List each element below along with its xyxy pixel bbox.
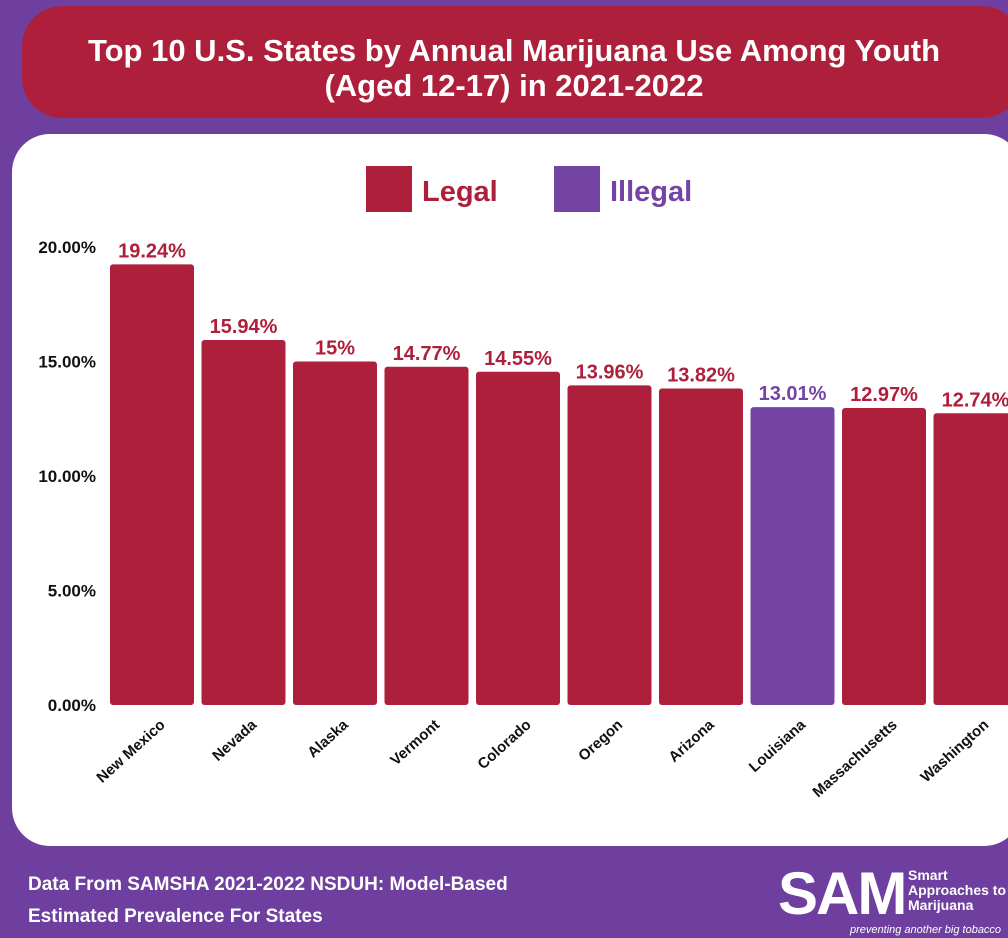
y-tick-label: 10.00% bbox=[38, 467, 96, 486]
x-tick-label: Colorado bbox=[474, 716, 534, 773]
bar-arizona bbox=[659, 388, 743, 705]
sam-logo-letters: SAM bbox=[778, 860, 907, 927]
source-note-line-2: Estimated Prevalence For States bbox=[28, 906, 323, 927]
x-tick-label: Vermont bbox=[387, 716, 443, 769]
data-label: 14.77% bbox=[393, 343, 461, 365]
bar-washington bbox=[933, 413, 1008, 705]
chart-title-line-2: (Aged 12-17) in 2021-2022 bbox=[324, 68, 704, 103]
x-tick-label: Oregon bbox=[575, 716, 626, 764]
legend-label-illegal: Illegal bbox=[610, 176, 692, 208]
x-tick-label: New Mexico bbox=[93, 716, 168, 786]
legend-swatch-legal bbox=[366, 166, 412, 212]
data-label: 19.24% bbox=[118, 240, 186, 262]
legend-swatch-illegal bbox=[554, 166, 600, 212]
title-banner bbox=[22, 6, 1008, 118]
data-label: 13.82% bbox=[667, 365, 735, 387]
sam-logo-word-marijuana: Marijuana bbox=[908, 897, 974, 913]
x-tick-label: Washington bbox=[917, 716, 992, 786]
bar-colorado bbox=[476, 371, 560, 705]
data-label: 14.55% bbox=[484, 348, 552, 370]
y-tick-label: 15.00% bbox=[38, 353, 96, 372]
sam-logo: SAM Smart Approaches to Marijuana preven… bbox=[778, 864, 1008, 938]
bar-vermont bbox=[384, 366, 469, 705]
bar-new-mexico bbox=[110, 264, 194, 705]
bar-chart: Legal Illegal 0.00% 5.00% 10.00% 15.00% 20.00%… bbox=[38, 166, 1008, 801]
y-tick-label: 20.00% bbox=[38, 238, 96, 257]
bar-louisiana bbox=[750, 407, 835, 705]
data-label: 15% bbox=[315, 338, 355, 360]
x-tick-label: Massachusetts bbox=[809, 716, 900, 801]
data-label: 13.96% bbox=[576, 361, 644, 383]
chart-panel: Legal Illegal 0.00% 5.00% 10.00% 15.00% 20.00%… bbox=[12, 134, 1008, 846]
x-tick-label: Alaska bbox=[304, 716, 352, 761]
x-tick-label: Nevada bbox=[209, 716, 261, 765]
y-tick-label: 5.00% bbox=[48, 582, 96, 601]
data-label: 12.74% bbox=[942, 389, 1008, 411]
bar-nevada bbox=[201, 339, 286, 705]
data-label: 13.01% bbox=[759, 383, 827, 405]
x-tick-label: Arizona bbox=[665, 716, 718, 766]
source-note-line-1: Data From SAMSHA 2021-2022 NSDUH: Model-… bbox=[28, 874, 508, 895]
sam-logo-word-smart: Smart bbox=[908, 867, 948, 883]
data-label: 12.97% bbox=[850, 384, 918, 406]
sam-logo-tagline: preventing another big tobacco bbox=[850, 924, 1002, 936]
chart-title-line-1: Top 10 U.S. States by Annual Marijuana U… bbox=[87, 33, 941, 68]
x-tick-label: Louisiana bbox=[746, 716, 810, 776]
bar-oregon bbox=[567, 385, 652, 705]
sam-logo-word-approaches: Approaches to bbox=[908, 882, 1007, 898]
y-tick-label: 0.00% bbox=[48, 696, 96, 715]
bar-alaska bbox=[293, 361, 377, 705]
bar-massachusetts bbox=[842, 407, 926, 705]
legend-label-legal: Legal bbox=[422, 176, 498, 208]
data-label: 15.94% bbox=[210, 316, 278, 338]
